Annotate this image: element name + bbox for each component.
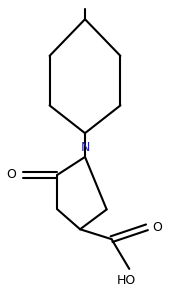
Text: N: N (80, 141, 90, 154)
Text: O: O (152, 221, 162, 234)
Text: HO: HO (117, 274, 136, 287)
Text: O: O (6, 168, 16, 181)
